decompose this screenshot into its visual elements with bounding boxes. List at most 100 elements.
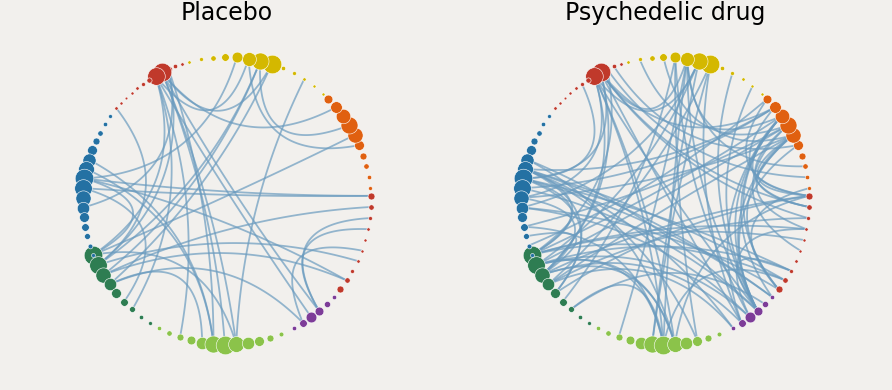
Point bbox=[152, 325, 166, 331]
Point bbox=[690, 338, 705, 344]
Point bbox=[797, 237, 811, 243]
Point bbox=[772, 286, 786, 292]
Point bbox=[173, 334, 187, 340]
Point bbox=[184, 337, 198, 344]
Point bbox=[252, 338, 266, 344]
Point bbox=[110, 290, 124, 296]
Point bbox=[97, 121, 112, 128]
Point bbox=[587, 73, 601, 79]
Point bbox=[516, 176, 530, 182]
Point bbox=[345, 268, 359, 274]
Point bbox=[569, 85, 583, 91]
Point bbox=[87, 252, 101, 258]
Point bbox=[516, 214, 530, 220]
Point bbox=[524, 147, 538, 154]
Point bbox=[83, 243, 97, 249]
Point bbox=[161, 66, 176, 72]
Point bbox=[125, 307, 139, 313]
Point bbox=[714, 65, 729, 71]
Point bbox=[206, 55, 220, 61]
Point bbox=[593, 69, 607, 75]
Point bbox=[765, 294, 780, 300]
Point bbox=[125, 90, 139, 96]
Point bbox=[82, 156, 96, 163]
Point bbox=[751, 308, 765, 314]
Point bbox=[798, 163, 813, 169]
Point bbox=[80, 233, 95, 239]
Point bbox=[136, 80, 151, 87]
Point bbox=[307, 83, 321, 89]
Point bbox=[800, 174, 814, 180]
Point bbox=[524, 252, 539, 258]
Point bbox=[175, 61, 189, 67]
Point bbox=[340, 277, 354, 284]
Point bbox=[799, 226, 814, 232]
Point bbox=[645, 341, 659, 347]
Point bbox=[529, 262, 543, 268]
Point bbox=[591, 325, 605, 331]
Point bbox=[553, 100, 567, 106]
Point bbox=[527, 138, 541, 145]
Point bbox=[336, 113, 351, 119]
Point bbox=[96, 272, 111, 278]
Point bbox=[206, 341, 220, 347]
Point bbox=[142, 76, 156, 83]
Point bbox=[515, 204, 529, 211]
Title: Placebo: Placebo bbox=[181, 1, 273, 25]
Point bbox=[558, 94, 572, 101]
Point bbox=[680, 55, 694, 62]
Point bbox=[110, 105, 124, 112]
Point bbox=[712, 331, 726, 337]
Point bbox=[802, 193, 816, 199]
Point bbox=[774, 113, 789, 119]
Point bbox=[359, 163, 374, 169]
Point bbox=[76, 185, 90, 191]
Point bbox=[297, 76, 311, 83]
Point bbox=[536, 121, 550, 128]
Point bbox=[548, 290, 562, 296]
Point bbox=[194, 56, 208, 62]
Point bbox=[265, 61, 279, 67]
Point bbox=[360, 226, 375, 232]
Point bbox=[304, 314, 318, 321]
Point bbox=[103, 281, 117, 287]
Point bbox=[76, 204, 90, 211]
Point bbox=[130, 85, 145, 91]
Point bbox=[77, 214, 91, 220]
Point bbox=[78, 176, 92, 182]
Point bbox=[218, 342, 232, 348]
Point bbox=[169, 63, 183, 69]
Point bbox=[358, 237, 372, 243]
Point bbox=[573, 314, 587, 320]
Point bbox=[518, 233, 533, 239]
Point bbox=[767, 104, 781, 110]
Point bbox=[78, 224, 92, 230]
Point bbox=[633, 340, 648, 346]
Point bbox=[668, 54, 682, 60]
Point bbox=[563, 90, 577, 96]
Point bbox=[103, 113, 118, 119]
Point bbox=[564, 307, 578, 313]
Point bbox=[242, 55, 256, 62]
Point bbox=[786, 132, 800, 138]
Point bbox=[541, 281, 555, 287]
Point bbox=[319, 301, 334, 308]
Point bbox=[515, 185, 529, 191]
Point bbox=[780, 122, 795, 128]
Point bbox=[726, 325, 740, 331]
Point bbox=[85, 147, 99, 154]
Point bbox=[725, 70, 739, 76]
Point bbox=[363, 185, 377, 191]
Point bbox=[321, 96, 335, 102]
Point bbox=[356, 152, 370, 159]
Point bbox=[520, 156, 534, 163]
Point bbox=[287, 325, 301, 331]
Point bbox=[755, 91, 769, 97]
Point bbox=[316, 91, 330, 97]
Point bbox=[621, 58, 635, 65]
Point bbox=[351, 258, 365, 264]
Point bbox=[329, 104, 343, 110]
Point bbox=[286, 70, 301, 76]
Point bbox=[229, 341, 244, 347]
Point bbox=[644, 55, 658, 61]
